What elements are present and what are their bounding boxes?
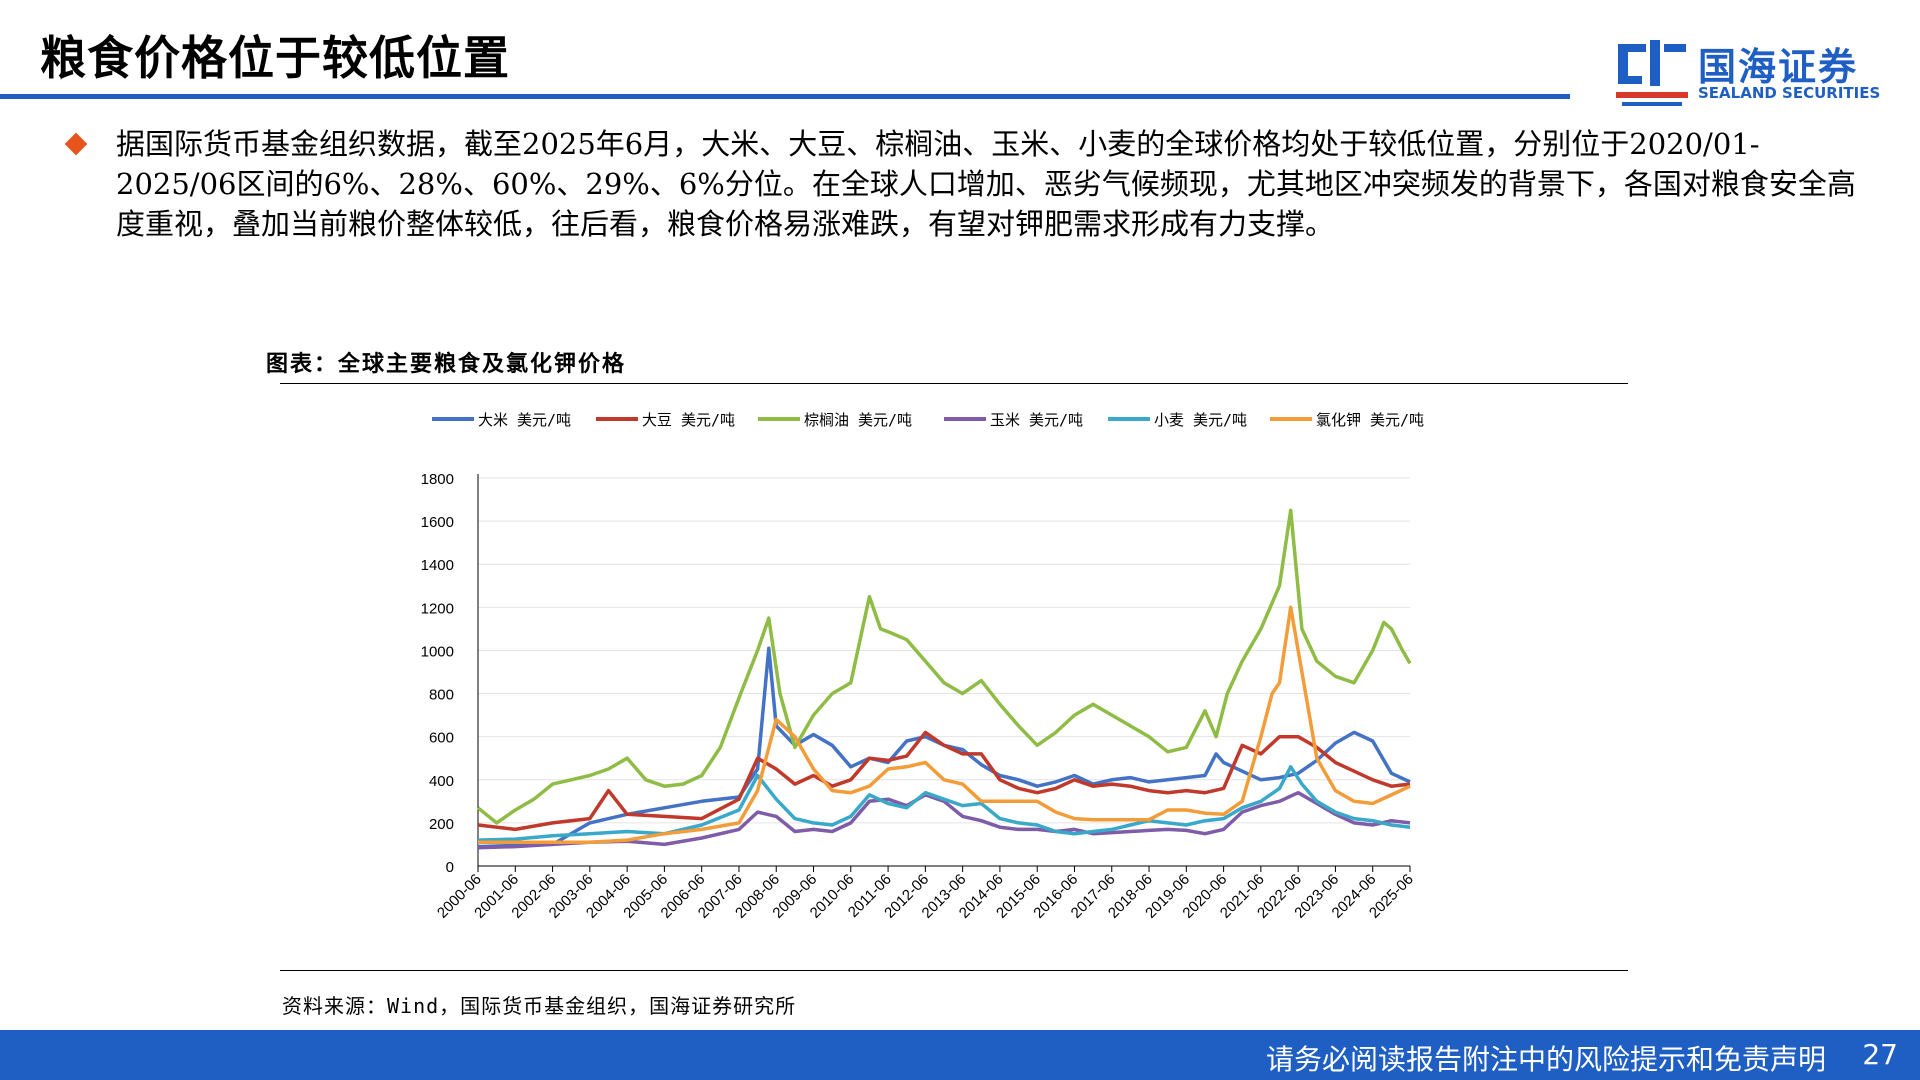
source-note: 资料来源：Wind，国际货币基金组织，国海证券研究所 <box>282 994 797 1018</box>
y-tick-label: 0 <box>446 859 454 876</box>
logo-mark-icon <box>1616 40 1688 106</box>
y-tick-label: 1800 <box>421 471 454 488</box>
legend-label: 大豆 美元/吨 <box>642 411 735 429</box>
y-tick-label: 1400 <box>421 557 454 574</box>
footer-bar: 请务必阅读报告附注中的风险提示和免责声明 27 <box>0 1030 1920 1080</box>
bullet-text: 据国际货币基金组织数据，截至2025年6月，大米、大豆、棕榈油、玉米、小麦的全球… <box>116 127 1856 241</box>
chart-title: 图表：全球主要粮食及氯化钾价格 <box>266 352 627 377</box>
logo-text-en: SEALAND SECURITIES <box>1698 84 1881 102</box>
y-tick-label: 400 <box>429 773 454 790</box>
series-line <box>476 508 1412 825</box>
logo-text-cn: 国海证券 <box>1698 45 1859 89</box>
legend-label: 大米 美元/吨 <box>478 411 571 429</box>
legend-label: 棕榈油 美元/吨 <box>804 411 912 429</box>
chart-rule-bottom <box>280 970 1628 971</box>
bullet-paragraph: 据国际货币基金组织数据，截至2025年6月，大米、大豆、棕榈油、玉米、小麦的全球… <box>64 124 1864 244</box>
legend-label: 玉米 美元/吨 <box>990 411 1083 429</box>
y-tick-label: 1000 <box>421 643 454 660</box>
title-rule <box>0 94 1570 99</box>
chart-rule-top <box>280 383 1628 384</box>
series-line <box>477 646 1411 849</box>
disclaimer-note: 请务必阅读报告附注中的风险提示和免责声明 <box>1265 1043 1826 1076</box>
series-line <box>478 605 1411 845</box>
series-line <box>477 730 1411 832</box>
company-logo: 国海证券 SEALAND SECURITIES <box>1612 36 1892 106</box>
y-tick-label: 1200 <box>421 600 454 617</box>
y-tick-label: 200 <box>429 816 454 833</box>
page-number: 27 <box>1862 1038 1898 1071</box>
y-tick-label: 1600 <box>421 514 454 531</box>
series-line <box>477 790 1411 850</box>
price-chart: 0200400600800100012001400160018002000-06… <box>421 411 1424 922</box>
legend-label: 氯化钾 美元/吨 <box>1316 411 1424 429</box>
series-line <box>477 765 1411 842</box>
page-title: 粮食价格位于较低位置 <box>40 31 510 85</box>
legend-label: 小麦 美元/吨 <box>1154 411 1247 429</box>
y-tick-label: 800 <box>429 687 454 704</box>
y-tick-label: 600 <box>429 730 454 747</box>
